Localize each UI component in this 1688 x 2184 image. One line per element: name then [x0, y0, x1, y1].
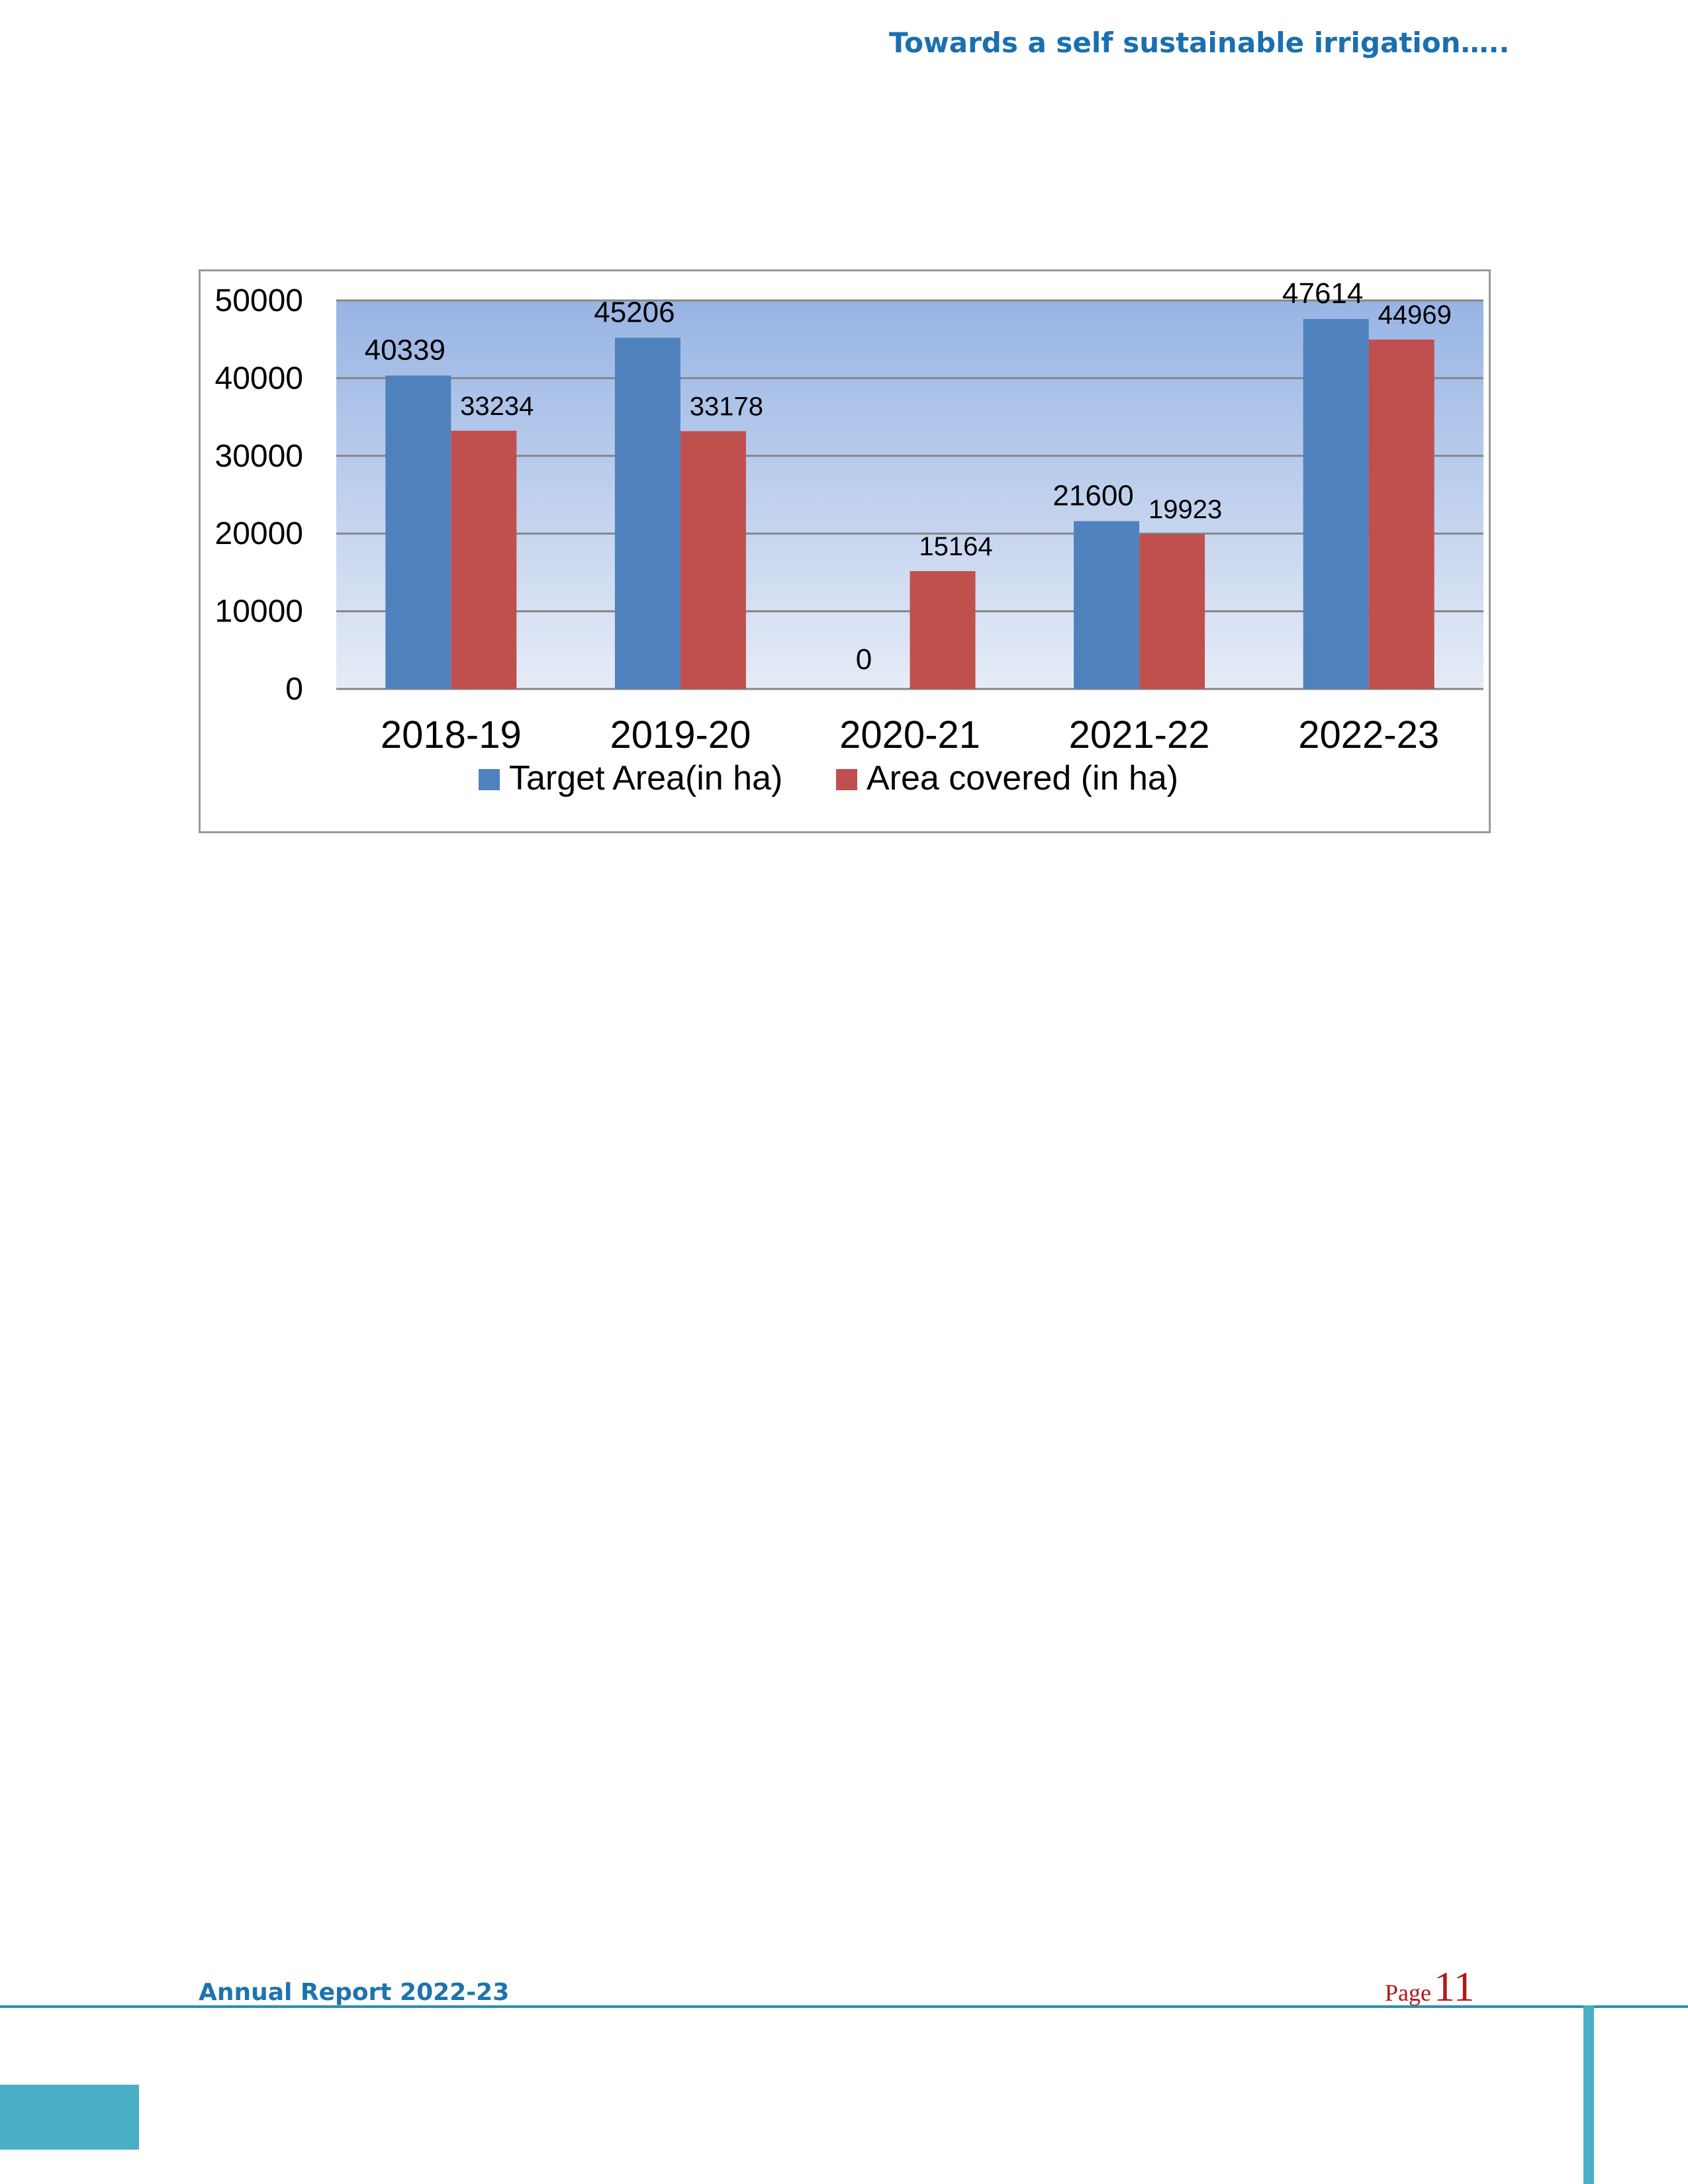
data-label: 33234	[460, 392, 534, 421]
y-tick-label: 50000	[215, 283, 303, 318]
page-label: Page	[1385, 1979, 1431, 2006]
footer-accent-block	[0, 2085, 139, 2150]
data-label: 19923	[1149, 495, 1222, 524]
x-tick-label: 2018-19	[381, 713, 522, 756]
bar-target	[1303, 319, 1369, 689]
y-tick-label: 10000	[215, 594, 303, 629]
y-tick-label: 0	[285, 672, 303, 707]
legend-label: Area covered (in ha)	[867, 759, 1178, 797]
data-label: 21600	[1053, 479, 1133, 512]
chart-canvas: 0 10000 20000 30000 40000 50000 40339 33234 452…	[215, 277, 1483, 797]
data-label: 15164	[919, 532, 992, 561]
bar-chart: 0 10000 20000 30000 40000 50000 40339 33234 452…	[199, 269, 1491, 833]
data-label: 47614	[1282, 277, 1363, 310]
bar-covered	[1368, 340, 1434, 689]
footer-rule	[0, 2005, 1688, 2008]
y-tick-label: 30000	[215, 439, 303, 474]
bar-target	[1074, 521, 1140, 689]
bar-covered	[1139, 534, 1205, 689]
data-label: 45206	[594, 296, 675, 328]
bar-target	[614, 338, 680, 689]
x-tick-label: 2019-20	[610, 713, 751, 756]
footer-accent-bar	[1583, 2005, 1594, 2184]
data-label: 33178	[690, 392, 763, 421]
y-tick-label: 40000	[215, 361, 303, 396]
header-tagline: Towards a self sustainable irrigation…..	[889, 26, 1510, 59]
footer-report-title: Annual Report 2022-23	[199, 1979, 510, 2006]
bar-covered	[451, 430, 517, 689]
bar-covered	[910, 570, 976, 689]
legend-swatch	[836, 769, 857, 790]
data-label: 40339	[365, 334, 445, 366]
legend-label: Target Area(in ha)	[509, 759, 782, 797]
bar-covered	[680, 431, 746, 689]
x-tick-label: 2022-23	[1298, 713, 1439, 756]
x-tick-label: 2021-22	[1069, 713, 1210, 756]
x-tick-label: 2020-21	[839, 713, 980, 756]
y-tick-label: 20000	[215, 516, 303, 551]
legend-swatch	[479, 769, 500, 790]
bar-target	[385, 375, 451, 689]
page-number: 11	[1433, 1963, 1475, 2010]
data-label: 0	[856, 643, 872, 676]
data-label: 44969	[1378, 300, 1452, 330]
footer-page-number: Page 11	[1385, 1962, 1475, 2011]
